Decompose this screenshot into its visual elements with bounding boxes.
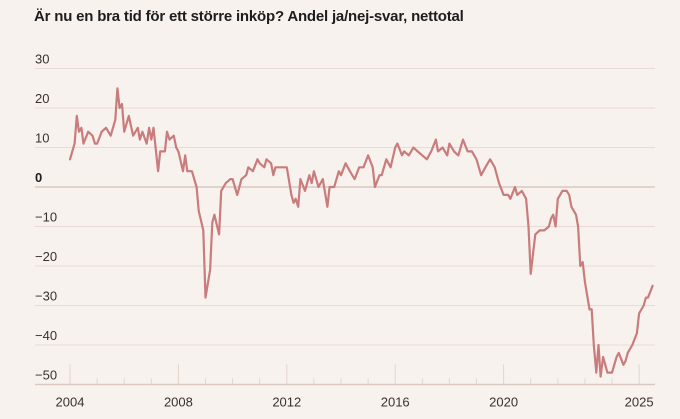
x-tick-label: 2004 <box>56 395 85 410</box>
series-group <box>68 87 654 378</box>
series-line <box>68 87 654 378</box>
x-tick-label: 2012 <box>272 395 301 410</box>
x-tick-label: 2025 <box>625 395 654 410</box>
y-tick-label: −10 <box>35 210 57 225</box>
y-tick-label: −30 <box>35 289 57 304</box>
y-axis-labels: 30 20 10 0 −10 −20 −30 −40 −50 <box>35 52 57 383</box>
x-tick-label: 2020 <box>489 395 518 410</box>
gridlines <box>35 68 655 386</box>
y-tick-label: 20 <box>35 91 49 106</box>
y-tick-label: −40 <box>35 328 57 343</box>
x-tick-label: 2016 <box>381 395 410 410</box>
x-axis: 2004 2008 2012 2016 2020 2025 <box>56 364 654 410</box>
y-tick-label: −50 <box>35 368 57 383</box>
y-tick-label: 30 <box>35 52 49 67</box>
y-tick-label: 0 <box>35 170 42 185</box>
chart-title: Är nu en bra tid för ett större inköp? A… <box>34 8 464 25</box>
y-tick-label: −20 <box>35 249 57 264</box>
x-tick-label: 2008 <box>164 395 193 410</box>
y-tick-label: 10 <box>35 131 49 146</box>
